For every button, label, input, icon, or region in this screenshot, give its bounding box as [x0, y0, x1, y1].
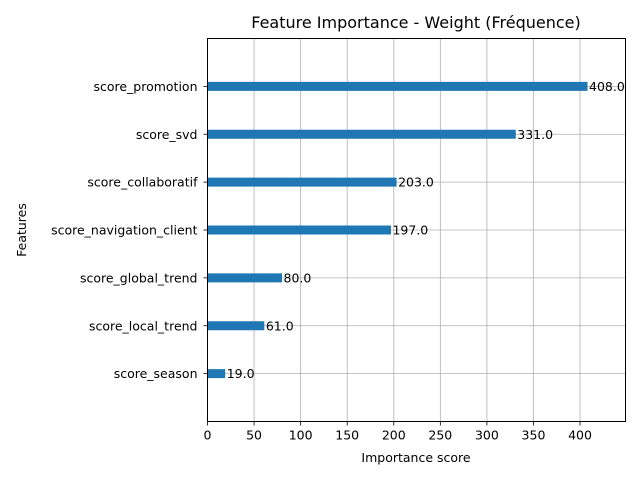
- x-tick-label: 300: [475, 428, 499, 443]
- x-tick-label: 400: [568, 428, 592, 443]
- data-label-score_svd: 331.0: [517, 127, 553, 142]
- ticks: 0 50 100 150 200 250 300 350 400 score_season scor…: [51, 79, 592, 443]
- x-tick-label: 250: [428, 428, 452, 443]
- data-label-score_collaboratif: 203.0: [398, 175, 434, 190]
- data-label-score_promotion: 408.0: [589, 79, 625, 94]
- data-label-score_season: 19.0: [227, 366, 255, 381]
- y-tick-label-score_collaboratif: score_collaboratif: [87, 175, 198, 190]
- x-tick-label: 0: [204, 428, 212, 443]
- x-tick-label: 150: [335, 428, 359, 443]
- data-label-score_local_trend: 61.0: [266, 318, 294, 333]
- bars: [207, 81, 588, 379]
- x-tick-label: 100: [289, 428, 313, 443]
- y-tick-label-score_promotion: score_promotion: [93, 79, 197, 94]
- y-axis-label: Features: [14, 203, 29, 257]
- bar-score_promotion: [207, 81, 588, 91]
- x-axis-label: Importance score: [361, 450, 471, 465]
- bar-score_season: [207, 369, 226, 379]
- bar-score_global_trend: [207, 273, 283, 283]
- y-tick-label-score_navigation_client: score_navigation_client: [51, 223, 198, 238]
- bar-score_navigation_client: [207, 225, 391, 235]
- bar-score_collaboratif: [207, 177, 397, 187]
- y-tick-label-score_local_trend: score_local_trend: [89, 318, 198, 333]
- bar-score_local_trend: [207, 321, 265, 331]
- x-tick-label: 200: [382, 428, 406, 443]
- y-tick-label-score_season: score_season: [114, 366, 198, 381]
- data-label-score_navigation_client: 197.0: [392, 223, 428, 238]
- data-label-score_global_trend: 80.0: [284, 270, 312, 285]
- chart-title: Feature Importance - Weight (Fréquence): [251, 13, 581, 32]
- data-labels: 19.0 61.0 80.0 197.0 203.0 331.0 408.0: [227, 79, 625, 381]
- x-tick-label: 50: [246, 428, 262, 443]
- x-tick-label: 350: [522, 428, 546, 443]
- y-tick-label-score_svd: score_svd: [136, 127, 198, 142]
- y-tick-label-score_global_trend: score_global_trend: [80, 270, 198, 285]
- bar-score_svd: [207, 129, 516, 139]
